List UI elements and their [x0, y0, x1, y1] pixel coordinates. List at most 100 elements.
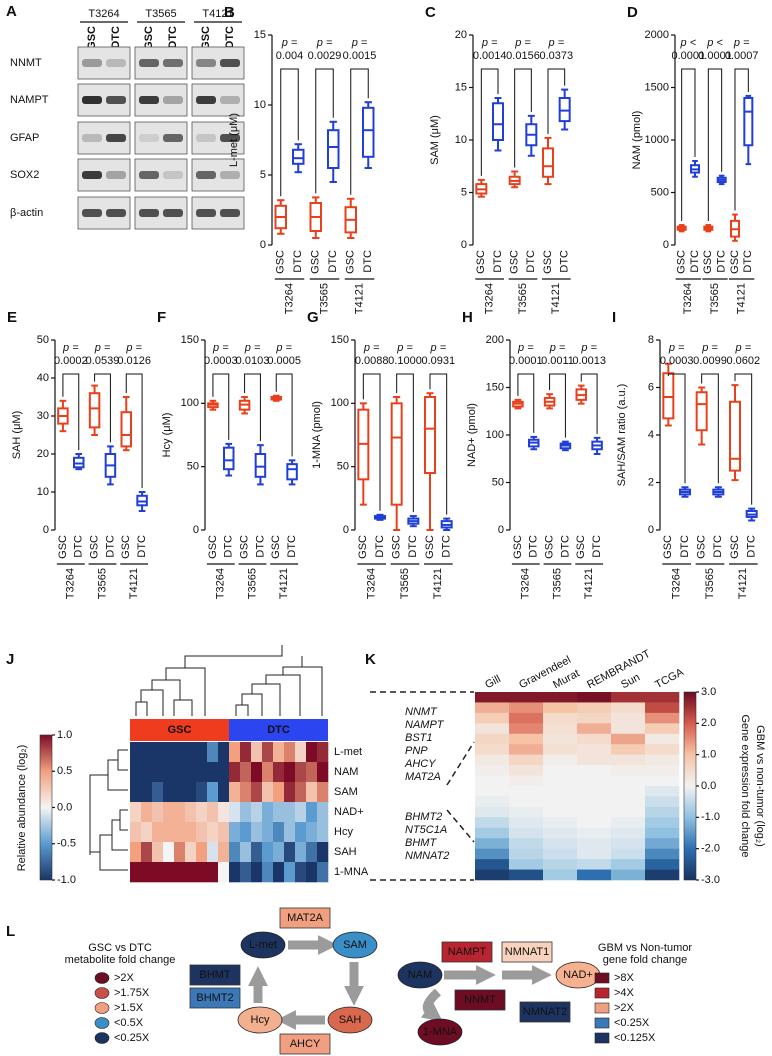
gene-label: BHMT2	[405, 811, 442, 823]
p-prefix: p =	[316, 37, 333, 49]
row-label: Hcy	[334, 826, 353, 838]
p-value: 0.004	[276, 50, 304, 62]
colorbar-tick-label: -1.0	[701, 811, 720, 823]
heatmap-cell	[317, 822, 329, 843]
band	[139, 96, 159, 104]
panel-letter: K	[365, 651, 376, 668]
heatmap-cell	[645, 827, 680, 839]
heatmap-cell	[577, 859, 612, 870]
band	[196, 59, 216, 67]
cell-line-label: T3565	[145, 8, 176, 20]
heatmap-cell	[251, 742, 263, 763]
significance-bracket	[580, 373, 598, 434]
heatmap-cell	[543, 869, 578, 881]
legend-label: >2X	[614, 1002, 635, 1014]
lane-label: GSC	[200, 26, 212, 50]
significance-bracket	[514, 68, 532, 168]
heatmap-cell	[611, 838, 646, 849]
heatmap-cell	[240, 742, 252, 763]
y-axis-label: SAH (μM)	[11, 411, 23, 460]
p-prefix: p =	[735, 342, 752, 354]
colorbar-tick-label: 0.0	[701, 780, 716, 792]
heatmap-cell	[509, 754, 544, 766]
heatmap-cell	[207, 862, 219, 883]
heatmap-cell	[611, 827, 646, 839]
row-label: L-met	[334, 746, 362, 758]
panel-letter: E	[7, 309, 17, 326]
p-value: 0.0103	[236, 355, 270, 367]
heatmap-cell	[130, 862, 142, 883]
heatmap-cell	[185, 782, 197, 803]
legend-label: <0.25X	[614, 1017, 650, 1029]
y-tick-label: 150	[331, 334, 349, 346]
p-prefix: p =	[580, 342, 597, 354]
heatmap-cell	[207, 802, 219, 823]
heatmap-cell	[611, 786, 646, 797]
x-tick-label: GSC	[729, 250, 741, 274]
group-label: T3264	[484, 283, 496, 314]
heatmap-cell	[306, 802, 318, 823]
gene-label: NT5C1A	[405, 824, 447, 836]
heatmap-cell	[273, 782, 285, 803]
significance-bracket	[275, 373, 293, 457]
p-prefix: p =	[481, 37, 498, 49]
heatmap-cell	[196, 762, 208, 783]
heatmap-cell	[174, 762, 186, 783]
group-label: T3565	[399, 568, 411, 599]
group-label: T3565	[551, 568, 563, 599]
x-tick-label: DTC	[559, 250, 571, 273]
heatmap-cell	[141, 742, 153, 763]
box	[286, 463, 298, 481]
metabolite-label: SAH	[339, 1014, 362, 1026]
heatmap-cell	[645, 723, 680, 735]
band	[82, 96, 102, 104]
x-tick-label: DTC	[591, 535, 603, 558]
heatmap-cell	[577, 712, 612, 724]
legend-label: <0.25X	[114, 1032, 150, 1044]
heatmap-cell	[130, 742, 142, 763]
x-tick-label: DTC	[716, 250, 728, 273]
heatmap-cell	[152, 782, 164, 803]
heatmap-cell	[577, 754, 612, 766]
gene-label: NMNAT2	[405, 850, 449, 862]
heatmap-cell	[284, 742, 296, 763]
heatmap-cell	[577, 702, 612, 714]
heatmap-cell	[284, 842, 296, 863]
metabolite-label: SAM	[343, 939, 367, 951]
enzyme-label: NAMPT	[448, 946, 487, 958]
cell-line-label: T4121	[202, 8, 233, 20]
y-axis-label: SAH/SAM ratio (a.u.)	[616, 384, 628, 487]
heatmap-cell	[645, 692, 680, 703]
heatmap-cell	[141, 822, 153, 843]
significance-bracket	[707, 68, 723, 222]
heatmap-cell	[509, 838, 544, 849]
heatmap-cell	[295, 862, 307, 883]
legend-title: metabolite fold change	[65, 954, 176, 966]
heatmap-cell	[611, 733, 646, 745]
colorbar-tick-label: 1.0	[57, 729, 72, 741]
heatmap-cell	[317, 842, 329, 863]
band	[196, 171, 216, 179]
p-prefix: p =	[548, 37, 565, 49]
pathway-arrows	[248, 935, 552, 1030]
enzyme-label: NMNAT2	[523, 1006, 567, 1018]
p-prefix: p =	[701, 342, 718, 354]
enzyme-box	[189, 987, 241, 1009]
heatmap-cell	[509, 859, 544, 870]
heatmap-cell	[611, 723, 646, 735]
y-tick-label: 50	[492, 476, 504, 488]
heatmap-cell	[163, 822, 175, 843]
heatmap-cell	[218, 862, 230, 883]
gene-label: AHCY	[404, 758, 436, 770]
colorbar-tick-label: -0.5	[57, 838, 76, 850]
significance-bracket	[734, 68, 749, 211]
band	[163, 171, 183, 179]
band	[139, 209, 159, 217]
heatmap-cell	[174, 742, 186, 763]
enzyme-label: NNMT	[464, 994, 496, 1006]
heatmap-cell	[317, 762, 329, 783]
heatmap-cell	[317, 782, 329, 803]
colorbar-tick-label: -2.0	[701, 843, 720, 855]
enzyme-box	[519, 1001, 571, 1023]
band	[139, 171, 159, 179]
